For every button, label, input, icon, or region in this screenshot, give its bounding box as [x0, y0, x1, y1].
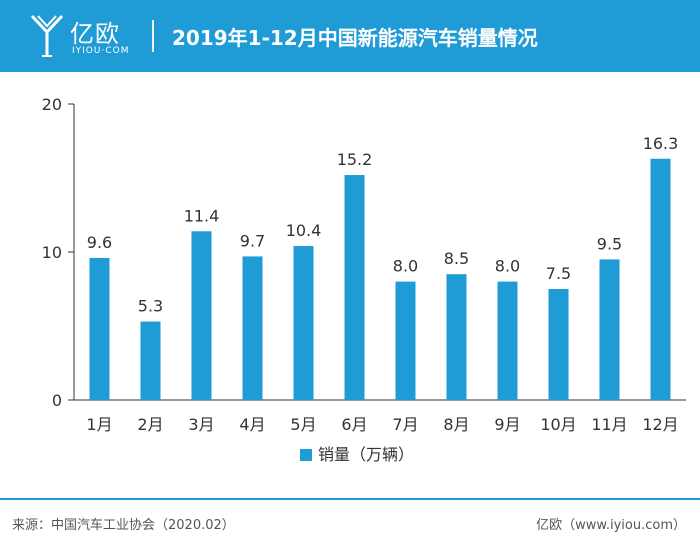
bar — [599, 259, 620, 400]
x-tick-label: 10月 — [540, 415, 576, 434]
bar-value-label: 9.7 — [240, 231, 265, 250]
bar — [344, 175, 365, 400]
bar-value-label: 16.3 — [643, 134, 679, 153]
x-tick-label: 3月 — [188, 415, 214, 434]
bar-value-label: 9.5 — [597, 234, 622, 253]
x-tick-label: 4月 — [239, 415, 265, 434]
source-note: 来源：中国汽车工业协会（2020.02） — [12, 518, 235, 533]
legend-label: 销量（万辆） — [318, 445, 414, 464]
x-tick-label: 11月 — [591, 415, 627, 434]
y-tick-label: 0 — [52, 391, 62, 410]
footer-divider — [0, 498, 700, 500]
bar — [140, 321, 161, 400]
bar-value-label: 9.6 — [87, 233, 112, 252]
x-tick-label: 9月 — [494, 415, 520, 434]
y-tick-label: 20 — [42, 95, 62, 114]
header-divider — [152, 20, 154, 52]
bar — [446, 274, 467, 400]
x-tick-label: 8月 — [443, 415, 469, 434]
bar — [548, 289, 569, 400]
bar-value-label: 15.2 — [337, 150, 373, 169]
header-banner: 亿欧 IYIOU·COM 2019年1-12月中国新能源汽车销量情况 — [0, 0, 700, 72]
bar-value-label: 8.5 — [444, 249, 469, 268]
x-tick-label: 2月 — [137, 415, 163, 434]
bar — [191, 231, 212, 400]
logo-text-en: IYIOU·COM — [72, 46, 130, 56]
bar — [293, 246, 314, 400]
x-tick-label: 12月 — [642, 415, 678, 434]
bar — [89, 257, 110, 400]
bar — [395, 281, 416, 400]
y-tick-label: 10 — [42, 243, 62, 262]
page-title: 2019年1-12月中国新能源汽车销量情况 — [172, 26, 538, 50]
bar-value-label: 5.3 — [138, 297, 163, 316]
bar-value-label: 7.5 — [546, 264, 571, 283]
bar-value-label: 8.0 — [495, 257, 520, 276]
bar-value-label: 10.4 — [286, 221, 322, 240]
bar-value-label: 11.4 — [184, 206, 220, 225]
iyiou-logo-mark-icon — [30, 14, 64, 57]
bar-value-label: 8.0 — [393, 257, 418, 276]
bar — [242, 256, 263, 400]
x-tick-label: 6月 — [341, 415, 367, 434]
sales-bar-chart: 0 10 20 9.6 1月 5.3 2月 11.4 3月 9.7 4月 10.4 5月 15.2 6月 8.… — [42, 95, 686, 464]
x-tick-label: 1月 — [86, 415, 112, 434]
bar — [497, 281, 518, 400]
x-tick-label: 5月 — [290, 415, 316, 434]
x-tick-label: 7月 — [392, 415, 418, 434]
iyiou-logo: 亿欧 IYIOU·COM — [30, 10, 140, 62]
bar — [650, 158, 671, 400]
logo-text-cn: 亿欧 — [70, 20, 120, 48]
site-credit: 亿欧（www.iyiou.com） — [536, 518, 686, 533]
legend-swatch — [300, 449, 312, 461]
